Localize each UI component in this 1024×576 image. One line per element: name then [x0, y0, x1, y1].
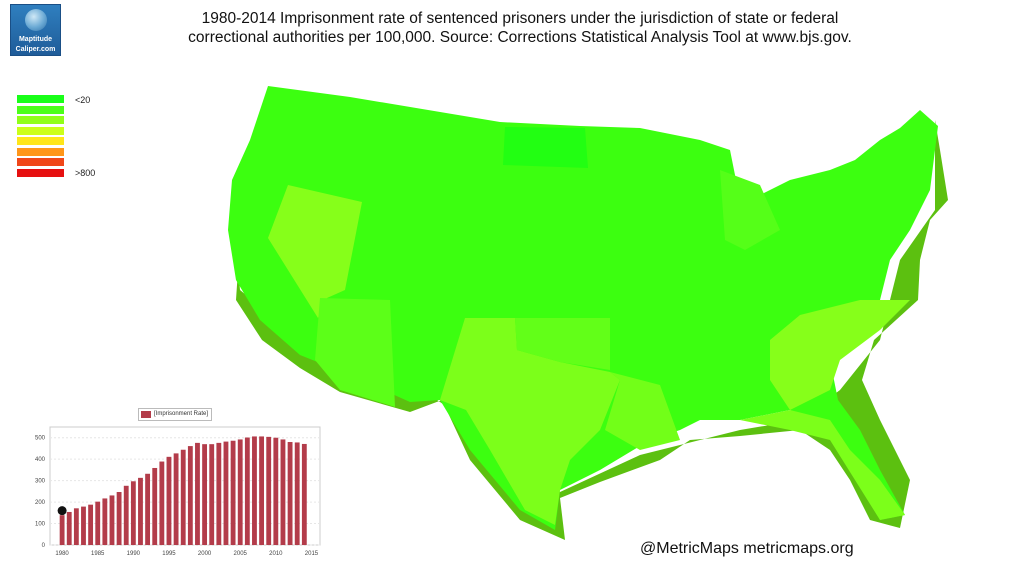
bar-1987: [109, 495, 115, 545]
legend-bottom-label: >800: [75, 168, 96, 178]
legend-swatch-5: [17, 147, 64, 156]
title-line-1: 1980-2014 Imprisonment rate of sentenced…: [201, 10, 839, 27]
credit-text: @MetricMaps metricmaps.org: [640, 540, 854, 557]
bar-2005: [237, 439, 243, 545]
y-tick-label: 300: [35, 479, 46, 485]
chart-legend: [Imprisonment Rate]: [138, 408, 213, 421]
state-oklahoma: [515, 318, 610, 370]
bar-1982: [73, 508, 79, 545]
legend-swatch-7: [17, 168, 64, 177]
x-tick-label: 2010: [269, 551, 283, 557]
bar-1998: [187, 446, 193, 545]
title-line-2: correctional authorities per 100,000. So…: [188, 29, 852, 46]
bar-chart-plot: 0 100 200 300 400 500 1980 1985 1990 1995 2000 2005…: [35, 426, 321, 557]
bar-2003: [223, 441, 229, 545]
y-tick-label: 500: [35, 436, 46, 442]
legend-swatch-4: [17, 137, 64, 145]
bar-1994: [159, 461, 165, 545]
bar-2008: [259, 436, 265, 545]
state-michigan: [720, 170, 780, 250]
bar-1989: [123, 485, 129, 545]
state-florida: [740, 410, 905, 520]
legend-swatch-2: [17, 116, 64, 124]
imprisonment-rate-chart: [Imprisonment Rate] 0 100 200 300 400 500 1980…: [25, 405, 325, 570]
bar-2010: [273, 437, 279, 545]
state-nevada: [268, 185, 362, 318]
bar-1990: [130, 481, 136, 545]
bar-2007: [252, 436, 257, 545]
state-arizona: [315, 298, 395, 407]
state-north-dakota: [503, 127, 588, 168]
bar-1988: [116, 492, 122, 545]
legend-swatch-0: [17, 95, 64, 103]
state-texas: [440, 318, 620, 525]
bar-2002: [216, 442, 222, 545]
globe-icon: [25, 9, 47, 31]
bar-1991: [138, 477, 143, 545]
current-year-marker: [57, 506, 67, 516]
bar-2012: [287, 442, 293, 545]
y-tick-label: 0: [42, 543, 46, 549]
x-tick-label: 1995: [162, 551, 176, 557]
x-tick-label: 1990: [127, 551, 141, 557]
bar-1995: [166, 456, 172, 545]
y-tick-label: 400: [35, 457, 46, 463]
page-title: 1980-2014 Imprisonment rate of sentenced…: [170, 9, 870, 47]
legend-swatch: [141, 411, 151, 418]
bar-1986: [102, 498, 108, 545]
x-tick-label: 1985: [91, 551, 105, 557]
bar-1996: [173, 453, 179, 545]
bar-1992: [145, 473, 151, 545]
bar-1997: [180, 449, 186, 545]
legend-top-label: <20: [75, 95, 91, 105]
bar-1999: [195, 442, 200, 545]
x-tick-label: 2000: [198, 551, 212, 557]
bar-1980: [59, 515, 65, 545]
y-tick-label: 200: [35, 500, 46, 506]
bar-2013: [294, 442, 300, 545]
logo-text-2: Caliper.com: [15, 46, 56, 53]
legend-swatch-6: [17, 158, 64, 166]
bar-2001: [209, 444, 215, 545]
bar-1983: [81, 506, 86, 545]
legend-swatch-3: [17, 126, 64, 135]
x-tick-label: 2005: [234, 551, 248, 557]
state-louisiana: [605, 372, 680, 450]
bar-2009: [266, 436, 272, 545]
logo-text-1: Maptitude: [18, 36, 53, 43]
bar-1993: [152, 467, 158, 545]
x-tick-label: 2015: [305, 551, 319, 557]
bar-2014: [301, 443, 307, 545]
bar-1981: [66, 511, 72, 545]
bar-2006: [244, 437, 250, 545]
bar-1985: [95, 501, 101, 545]
legend-swatch-1: [17, 105, 64, 114]
bar-2004: [230, 440, 236, 545]
maptitude-logo: Maptitude Caliper.com: [10, 4, 61, 56]
chart-legend-label: [Imprisonment Rate]: [154, 411, 209, 417]
state-georgia-carolinas: [770, 300, 910, 410]
bar-1984: [88, 504, 94, 545]
y-tick-label: 100: [35, 522, 46, 528]
bar-2011: [280, 439, 286, 545]
x-tick-label: 1980: [55, 551, 69, 557]
bar-2000: [202, 444, 208, 545]
